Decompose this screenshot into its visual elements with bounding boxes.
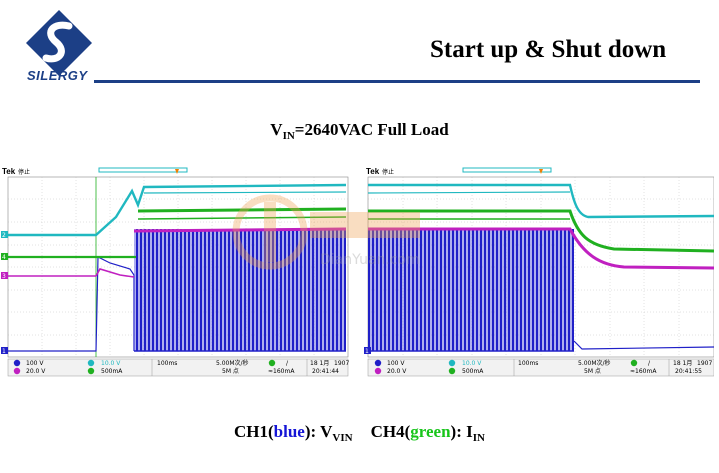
channel-legend: CH1(blue): VVIN CH4(green): IIN xyxy=(0,422,719,444)
legend-ch1-mid: ): V xyxy=(304,422,333,441)
legend-ch1-prefix: CH1( xyxy=(234,422,274,441)
svg-text:5.00M次/秒: 5.00M次/秒 xyxy=(578,359,611,367)
ch2-waveform xyxy=(367,183,714,219)
svg-text:500mA: 500mA xyxy=(462,368,484,375)
svg-text:20.0 V: 20.0 V xyxy=(26,368,46,375)
legend-ch4-prefix: CH4( xyxy=(370,422,411,441)
legend-ch4-sub: IN xyxy=(472,432,485,444)
scope-screen: Tek 停止 xyxy=(364,167,714,377)
test-condition-caption: VIN=2640VAC Full Load xyxy=(0,120,719,142)
ch1-waveform xyxy=(8,229,346,352)
svg-text:3: 3 xyxy=(2,273,6,280)
channel-markers: 1 xyxy=(364,347,371,355)
svg-text:18 1月: 18 1月 xyxy=(310,360,329,367)
svg-text:4: 4 xyxy=(2,254,6,261)
title-underline xyxy=(94,80,700,83)
caption-v: V xyxy=(270,120,283,139)
silergy-s-logo-icon xyxy=(26,10,92,76)
trigger-position-marker xyxy=(175,169,179,174)
svg-text:10.0 V: 10.0 V xyxy=(462,360,482,367)
scope-status-bar: 100 V 20.0 V 10.0 V 500mA 100ms 5.00M次/秒… xyxy=(7,358,349,377)
svg-text:≈160mA: ≈160mA xyxy=(630,368,657,375)
channel-markers: 2 4 3 1 xyxy=(1,231,8,355)
svg-text:5M 点: 5M 点 xyxy=(222,367,239,375)
svg-text:100ms: 100ms xyxy=(518,360,538,367)
ch4-waveform xyxy=(8,207,347,259)
svg-text:1: 1 xyxy=(365,348,369,355)
svg-text:20:41:55: 20:41:55 xyxy=(675,368,702,375)
svg-text:1: 1 xyxy=(2,348,6,355)
legend-ch1-sub: VIN xyxy=(332,432,353,444)
svg-text:100 V: 100 V xyxy=(26,360,44,367)
record-view-bar xyxy=(462,167,552,173)
svg-text:20.0 V: 20.0 V xyxy=(387,368,407,375)
caption-rest: =2640VAC Full Load xyxy=(294,120,449,139)
legend-ch4-mid: ): I xyxy=(450,422,473,441)
record-view-bar xyxy=(98,167,188,173)
ch4-waveform xyxy=(368,209,714,253)
ch3-waveform xyxy=(368,227,714,270)
svg-text:100 V: 100 V xyxy=(387,360,405,367)
page-title: Start up & Shut down xyxy=(430,36,667,63)
ch3-waveform xyxy=(8,227,347,278)
svg-text:/: / xyxy=(648,360,651,367)
svg-text:10.0 V: 10.0 V xyxy=(101,360,121,367)
tek-label: Tek xyxy=(2,167,16,176)
svg-text:5M 点: 5M 点 xyxy=(584,367,601,375)
tek-label: Tek xyxy=(366,167,380,176)
svg-text:20:41:44: 20:41:44 xyxy=(312,368,339,375)
scope-screen: Tek 停止 xyxy=(1,167,349,377)
ch2-waveform xyxy=(8,183,347,237)
svg-text:≈160mA: ≈160mA xyxy=(268,368,295,375)
ch1-waveform xyxy=(368,229,714,352)
acq-status: 停止 xyxy=(18,168,30,176)
caption-v-sub: IN xyxy=(282,130,295,142)
trigger-position-marker xyxy=(539,169,543,174)
svg-text:100ms: 100ms xyxy=(157,360,177,367)
company-logo xyxy=(22,8,96,86)
svg-text:1907: 1907 xyxy=(334,360,349,367)
svg-text:2: 2 xyxy=(2,232,6,239)
svg-text:18 1月: 18 1月 xyxy=(673,360,692,367)
acq-status: 停止 xyxy=(382,168,394,176)
legend-ch1-color: blue xyxy=(273,422,305,441)
svg-text:/: / xyxy=(286,360,289,367)
oscilloscope-capture-shutdown: Tek 停止 xyxy=(364,165,714,377)
scope-status-bar: 100 V 20.0 V 10.0 V 500mA 100ms 5.00M次/秒… xyxy=(367,358,714,377)
svg-text:1907: 1907 xyxy=(697,360,712,367)
svg-text:500mA: 500mA xyxy=(101,368,123,375)
logo-text: SILERGY xyxy=(27,68,88,83)
svg-text:5.00M次/秒: 5.00M次/秒 xyxy=(216,359,249,367)
legend-ch4-color: green xyxy=(410,422,451,441)
oscilloscope-capture-startup: Tek 停止 xyxy=(0,165,350,377)
